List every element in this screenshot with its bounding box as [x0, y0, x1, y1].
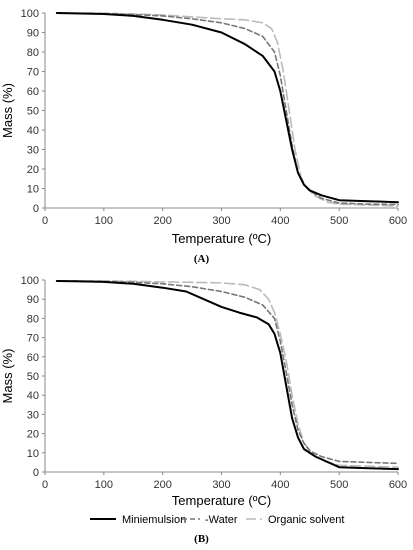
x-tick-label: 100 — [95, 479, 113, 491]
x-tick-label: 100 — [95, 215, 113, 227]
y-tick-label: 40 — [27, 390, 39, 402]
x-tick-label: 400 — [271, 215, 289, 227]
y-tick-label: 30 — [27, 409, 39, 421]
y-tick-label: 80 — [27, 313, 39, 325]
y-tick-label: 20 — [27, 429, 39, 441]
series-line-miniemulsion — [55, 12, 399, 204]
y-axis-title: Mass (%) — [0, 349, 15, 404]
series-line-water — [55, 280, 399, 465]
x-tick-label: 200 — [153, 479, 171, 491]
y-tick-label: 90 — [27, 294, 39, 306]
x-tick-label: 0 — [42, 479, 48, 491]
y-tick-label: 10 — [27, 448, 39, 460]
chart-panel-a: 0 100 200 300 400 500 600 0 10 20 30 40 50 60 70 80 90 10… — [0, 8, 407, 265]
legend-label: -Water — [205, 514, 238, 526]
x-tick-label: 400 — [271, 479, 289, 491]
y-tick-label: 50 — [27, 371, 39, 383]
series-line-organic-solvent — [55, 12, 399, 207]
y-tick-label: 40 — [27, 125, 39, 137]
x-tick-label: 600 — [389, 479, 407, 491]
legend-label: Organic solvent — [268, 514, 344, 526]
y-tick-label: 0 — [33, 203, 39, 215]
y-tick-label: 80 — [27, 47, 39, 59]
x-tick-label: 300 — [212, 215, 230, 227]
series-line-miniemulsion — [55, 280, 399, 471]
y-tick-label: 20 — [27, 164, 39, 176]
panel-label: (A) — [194, 253, 210, 265]
x-tick-label: 300 — [212, 479, 230, 491]
series-line-water — [55, 12, 399, 206]
y-tick-label: 60 — [27, 86, 39, 98]
y-tick-label: 50 — [27, 106, 39, 118]
chart-panel-b: 0 100 200 300 400 500 600 0 10 20 30 40 50 60 70 80 90 10… — [0, 275, 407, 545]
y-tick-label: 0 — [33, 467, 39, 479]
y-axis-title: Mass (%) — [0, 83, 15, 138]
x-tick-label: 500 — [330, 479, 348, 491]
legend-label: Miniemulsion — [122, 514, 186, 526]
y-tick-label: 100 — [21, 8, 39, 20]
x-tick-label: 200 — [153, 215, 171, 227]
y-tick-label: 90 — [27, 28, 39, 40]
x-tick-label: 500 — [330, 215, 348, 227]
x-tick-label: 0 — [42, 215, 48, 227]
y-tick-label: 70 — [27, 67, 39, 79]
y-tick-label: 10 — [27, 184, 39, 196]
x-tick-label: 600 — [389, 215, 407, 227]
y-tick-label: 60 — [27, 352, 39, 364]
x-axis-title: Temperature (ºC) — [172, 231, 271, 246]
panel-label: (B) — [194, 533, 209, 545]
y-tick-label: 100 — [21, 275, 39, 287]
x-axis-title: Temperature (ºC) — [172, 493, 271, 508]
y-tick-label: 30 — [27, 145, 39, 157]
y-tick-label: 70 — [27, 333, 39, 345]
